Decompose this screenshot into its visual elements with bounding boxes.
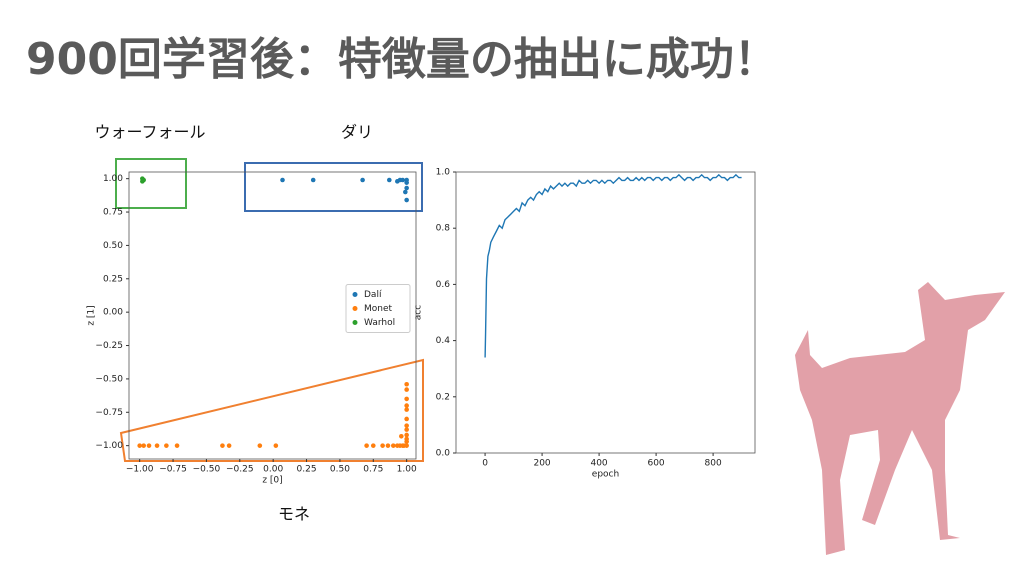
monet-box (119, 358, 424, 462)
scatter-point (400, 177, 405, 183)
scatter-point (404, 197, 409, 203)
x-tick-label: 600 (647, 459, 664, 469)
y-tick-label: 0.50 (103, 241, 123, 251)
y-axis-label: acc (414, 305, 424, 320)
scatter-point (137, 443, 142, 448)
scatter-point (404, 396, 409, 402)
annotation: ダリ (341, 123, 373, 142)
scatter-point (310, 177, 316, 183)
axes-frame (128, 171, 417, 460)
scatter-point (370, 443, 376, 448)
legend-label: Warhol (364, 318, 395, 328)
y-tick-label: 0.4 (436, 336, 451, 346)
y-tick-label: 1.00 (103, 174, 123, 184)
legend-marker (352, 292, 358, 297)
y-tick-label: 0.6 (436, 280, 451, 290)
axes-frame (455, 171, 756, 454)
y-axis-label: z [1] (87, 305, 97, 325)
scatter-point (404, 432, 409, 438)
scatter-point (146, 443, 152, 448)
scatter-point (391, 443, 396, 448)
x-tick-label: 0.00 (263, 465, 283, 475)
x-tick-label: 400 (590, 459, 607, 469)
x-tick-label: −0.25 (226, 465, 254, 475)
annotation: モネ (278, 505, 310, 524)
y-tick-label: 0.0 (436, 449, 451, 459)
x-axis-label: z [0] (262, 476, 282, 486)
scatter-point (273, 443, 279, 448)
x-tick-label: −0.75 (159, 465, 187, 475)
scatter-point (404, 387, 409, 392)
scatter-point (404, 439, 409, 444)
scatter-point (404, 381, 409, 387)
annotation: ウォーフォール (94, 123, 205, 142)
scatter-point (174, 443, 180, 448)
scatter-point (387, 177, 392, 183)
y-tick-label: −0.25 (95, 341, 123, 351)
y-tick-label: 0.8 (436, 224, 451, 234)
x-tick-label: 1.00 (397, 465, 417, 475)
x-axis-label: epoch (592, 470, 619, 480)
y-tick-label: −1.00 (95, 441, 123, 451)
legend-label: Monet (364, 304, 393, 314)
legend-box (345, 284, 411, 333)
y-tick-label: 0.2 (436, 392, 450, 402)
scatter-point (399, 434, 404, 439)
scatter-point (257, 443, 263, 448)
scatter-point (360, 177, 365, 183)
scatter-point (364, 443, 369, 448)
y-tick-label: 0.25 (103, 274, 123, 284)
scatter-point (226, 443, 232, 448)
y-tick-label: −0.50 (95, 374, 123, 384)
line-series (484, 173, 742, 358)
slide-title: 900回学習後：特徴量の抽出に成功！ (26, 34, 778, 85)
x-tick-label: 0 (482, 459, 488, 469)
x-tick-label: 0.50 (330, 465, 350, 475)
x-tick-label: 800 (705, 459, 722, 469)
x-tick-label: 200 (533, 459, 550, 469)
deer-illustration (795, 282, 1005, 555)
x-tick-label: −0.50 (193, 465, 221, 475)
legend-label: Dalí (364, 290, 382, 300)
x-tick-label: 0.25 (297, 465, 317, 475)
scatter-point (164, 443, 169, 448)
scatter-point (380, 443, 385, 448)
x-tick-label: 0.75 (363, 465, 383, 475)
scatter-point (404, 427, 409, 432)
scatter-point (154, 443, 160, 448)
scatter-point (141, 177, 146, 183)
y-tick-label: 1.0 (436, 168, 451, 178)
warhol-box (115, 158, 187, 209)
scatter-point (404, 443, 409, 448)
scatter-point (404, 423, 409, 428)
legend-marker (352, 306, 358, 311)
scatter-point (280, 177, 285, 183)
y-tick-label: 0.00 (103, 308, 123, 318)
scatter-point (404, 416, 409, 422)
scatter-point (220, 443, 225, 448)
legend-marker (352, 320, 358, 325)
scatter-point (404, 407, 409, 412)
scatter-point (404, 180, 409, 185)
scatter-point (403, 189, 408, 195)
y-tick-label: 0.75 (103, 208, 123, 218)
scatter-point (141, 443, 146, 448)
y-tick-label: −0.75 (95, 408, 123, 418)
scatter-point (404, 403, 409, 408)
scatter-point (404, 185, 409, 191)
dali-box (244, 162, 423, 212)
scatter-point (385, 443, 391, 448)
x-tick-label: −1.00 (126, 465, 154, 475)
